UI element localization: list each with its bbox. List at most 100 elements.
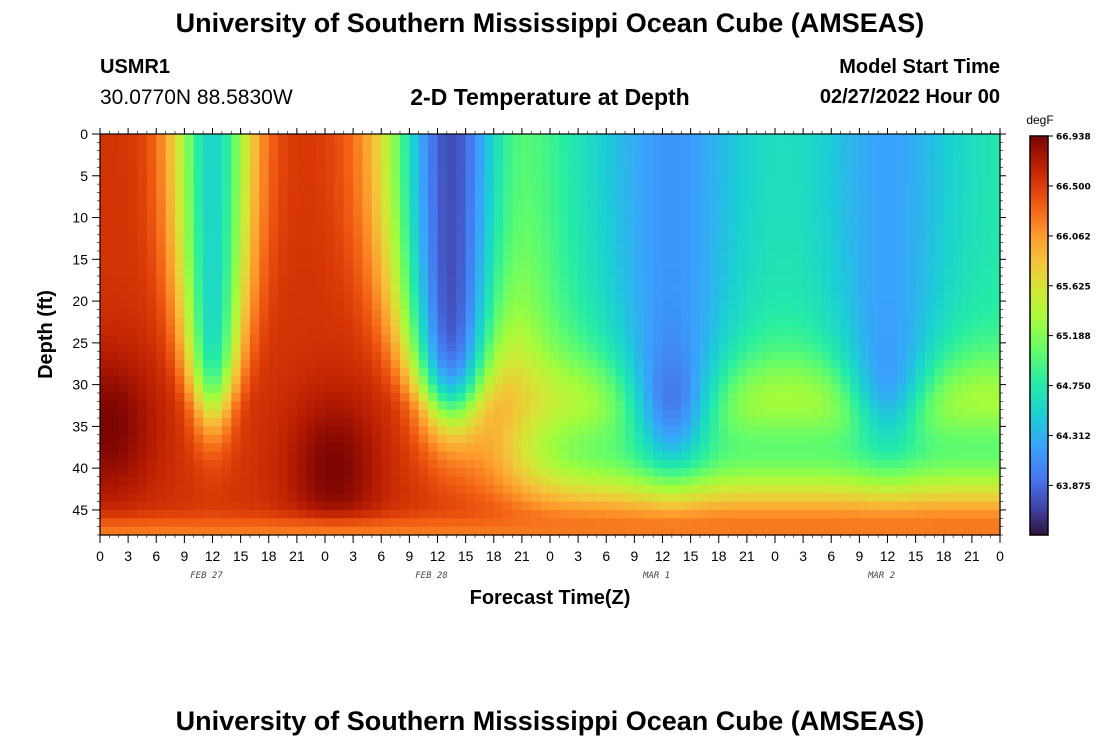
heatmap-cell	[671, 134, 682, 143]
heatmap-cell	[493, 242, 504, 252]
heatmap-cell	[634, 276, 645, 285]
heatmap-cell	[831, 250, 842, 260]
heatmap-cell	[446, 284, 457, 294]
heatmap-cell	[100, 401, 110, 411]
heatmap-cell	[428, 526, 439, 536]
heatmap-cell	[353, 309, 364, 319]
heatmap-cell	[568, 234, 579, 244]
heatmap-cell	[850, 509, 860, 519]
heatmap-cell	[728, 175, 739, 185]
heatmap-cell	[625, 401, 635, 411]
heatmap-cell	[212, 409, 223, 419]
heatmap-cell	[784, 376, 795, 386]
heatmap-cell	[850, 326, 860, 336]
heatmap-cell	[803, 292, 814, 302]
heatmap-cell	[840, 142, 851, 152]
heatmap-cell	[446, 334, 457, 344]
heatmap-cell	[315, 426, 326, 436]
heatmap-cell	[428, 401, 439, 411]
heatmap-cell	[915, 518, 926, 528]
heatmap-cell	[184, 134, 195, 143]
heatmap-cell	[934, 342, 945, 352]
heatmap-cell	[437, 292, 448, 302]
heatmap-cell	[896, 184, 907, 194]
heatmap-cell	[296, 509, 307, 519]
heatmap-cell	[428, 142, 439, 152]
heatmap-cell	[550, 242, 560, 252]
heatmap-cell	[240, 484, 251, 494]
heatmap-cell	[868, 225, 879, 235]
heatmap-cell	[287, 134, 298, 143]
heatmap-cell	[737, 384, 748, 394]
heatmap-cell	[146, 468, 157, 478]
heatmap-cell	[231, 468, 242, 478]
heatmap-cell	[793, 292, 804, 302]
heatmap-cell	[381, 342, 392, 352]
heatmap-cell	[606, 259, 617, 269]
heatmap-cell	[446, 159, 457, 169]
heatmap-cell	[850, 267, 860, 277]
heatmap-cell	[118, 284, 129, 294]
heatmap-cell	[671, 317, 682, 327]
heatmap-cell	[550, 209, 560, 219]
heatmap-cell	[934, 200, 945, 210]
heatmap-cell	[240, 317, 251, 327]
heatmap-cell	[793, 334, 804, 344]
heatmap-cell	[643, 459, 654, 469]
heatmap-cell	[231, 443, 242, 453]
heatmap-cell	[287, 484, 298, 494]
heatmap-cell	[278, 459, 289, 469]
heatmap-cell	[568, 267, 579, 277]
heatmap-cell	[606, 468, 617, 478]
heatmap-cell	[156, 376, 167, 386]
heatmap-cell	[896, 234, 907, 244]
heatmap-cell	[437, 326, 448, 336]
heatmap-cell	[315, 301, 326, 311]
heatmap-cell	[878, 426, 889, 436]
heatmap-cell	[634, 484, 645, 494]
heatmap-cell	[428, 267, 439, 277]
heatmap-cell	[915, 292, 926, 302]
heatmap-cell	[971, 267, 982, 277]
heatmap-cell	[953, 184, 964, 194]
heatmap-cell	[587, 401, 598, 411]
heatmap-cell	[362, 317, 373, 327]
heatmap-cell	[634, 259, 645, 269]
heatmap-cell	[221, 326, 232, 336]
heatmap-cell	[146, 434, 157, 444]
heatmap-cell	[371, 225, 382, 235]
heatmap-cell	[728, 451, 739, 461]
heatmap-cell	[606, 484, 617, 494]
heatmap-cell	[343, 192, 354, 202]
heatmap-cell	[212, 142, 223, 152]
heatmap-cell	[812, 284, 823, 294]
heatmap-cell	[296, 192, 307, 202]
heatmap-cell	[296, 434, 307, 444]
heatmap-cell	[334, 351, 345, 361]
heatmap-cell	[653, 426, 664, 436]
heatmap-cell	[371, 451, 382, 461]
heatmap-cell	[643, 200, 654, 210]
heatmap-cell	[175, 209, 185, 219]
heatmap-cell	[250, 159, 260, 169]
heatmap-cell	[971, 459, 982, 469]
heatmap-cell	[296, 159, 307, 169]
heatmap-cell	[709, 250, 720, 260]
heatmap-cell	[381, 242, 392, 252]
heatmap-cell	[625, 209, 635, 219]
heatmap-cell	[596, 234, 607, 244]
heatmap-cell	[943, 367, 954, 377]
heatmap-cell	[259, 225, 270, 235]
heatmap-cell	[746, 167, 757, 177]
heatmap-cell	[559, 518, 570, 528]
heatmap-cell	[184, 192, 195, 202]
heatmap-cell	[709, 209, 720, 219]
heatmap-cell	[221, 301, 232, 311]
heatmap-cell	[137, 509, 148, 519]
heatmap-cell	[962, 384, 973, 394]
heatmap-cell	[615, 409, 626, 419]
heatmap-cell	[531, 134, 542, 143]
heatmap-cell	[296, 401, 307, 411]
heatmap-cell	[746, 234, 757, 244]
heatmap-cell	[878, 501, 889, 511]
